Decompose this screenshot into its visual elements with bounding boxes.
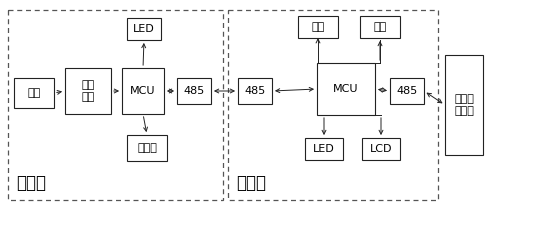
Bar: [362, 138, 400, 160]
Text: 线圈: 线圈: [27, 88, 41, 98]
Bar: [14, 78, 54, 108]
Bar: [445, 55, 483, 155]
Text: LED: LED: [133, 24, 155, 34]
Text: 继电器: 继电器: [137, 143, 157, 153]
Text: 485: 485: [183, 86, 205, 96]
Bar: [127, 135, 167, 161]
Bar: [8, 10, 223, 200]
Text: 主机监
控设备: 主机监 控设备: [454, 94, 474, 116]
Bar: [238, 78, 272, 104]
Text: 采样
电路: 采样 电路: [81, 80, 95, 102]
Text: 485: 485: [245, 86, 266, 96]
Bar: [317, 63, 375, 115]
Bar: [228, 10, 438, 200]
Text: 语音: 语音: [374, 22, 386, 32]
Text: MCU: MCU: [333, 84, 359, 94]
Bar: [122, 68, 164, 114]
Bar: [65, 68, 111, 114]
Text: 采集器: 采集器: [16, 174, 46, 192]
Bar: [177, 78, 211, 104]
Bar: [305, 138, 343, 160]
Text: 485: 485: [396, 86, 418, 96]
Bar: [390, 78, 424, 104]
Bar: [127, 18, 161, 40]
Text: LCD: LCD: [370, 144, 392, 154]
Text: LED: LED: [313, 144, 335, 154]
Text: 监控器: 监控器: [236, 174, 266, 192]
Bar: [298, 16, 338, 38]
Text: MCU: MCU: [130, 86, 156, 96]
Text: 按键: 按键: [311, 22, 325, 32]
Bar: [360, 16, 400, 38]
